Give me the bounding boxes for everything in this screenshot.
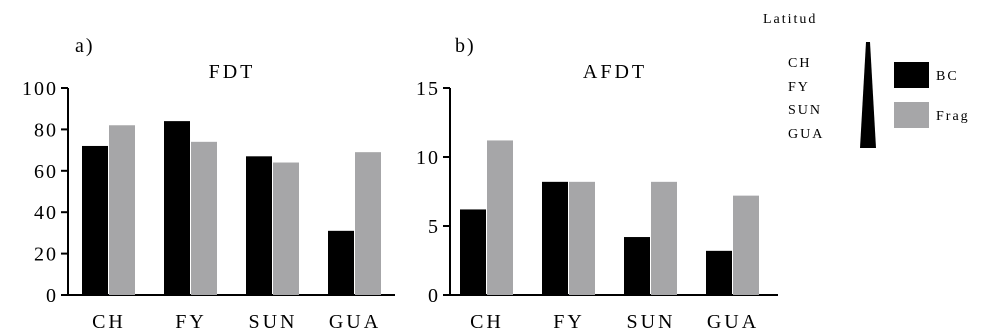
latitude-site-1: FY — [788, 80, 810, 95]
legend-swatch-frag — [894, 102, 929, 128]
panel-b-label: b) — [455, 35, 476, 57]
panel-a-y-ticks: 0 20 40 60 80 100 — [22, 78, 68, 307]
bar-frag-fy — [191, 141, 217, 295]
legend-swatch-bc — [894, 62, 929, 88]
bar-bc-sun — [246, 156, 272, 295]
latitude-key: Latitud CH FY SUN GUA — [763, 12, 876, 148]
legend: BC Frag — [894, 62, 970, 128]
legend-label-frag: Frag — [936, 109, 970, 124]
panel-b-title: AFDT — [583, 61, 647, 83]
panel-a-label: a) — [75, 35, 95, 57]
y-tick-label: 0 — [46, 285, 58, 307]
y-tick-label: 15 — [416, 78, 440, 100]
x-tick-label-gua: GUA — [329, 311, 381, 333]
bar-frag-sun — [651, 181, 677, 295]
bar-frag-gua — [355, 152, 381, 295]
x-tick-label-sun: SUN — [248, 311, 297, 333]
panel-b-x-ticks: CH FY SUN GUA — [470, 311, 759, 333]
bar-bc-ch — [460, 209, 486, 295]
x-tick-label-ch: CH — [470, 311, 504, 333]
panel-a-bars — [82, 121, 381, 296]
panel-a-x-ticks: CH FY SUN GUA — [92, 311, 381, 333]
bar-bc-ch — [82, 145, 108, 295]
y-tick-label: 5 — [428, 216, 440, 238]
latitude-site-0: CH — [788, 56, 811, 71]
bar-bc-fy — [542, 181, 568, 295]
x-tick-label-fy: FY — [175, 311, 207, 333]
latitude-site-3: GUA — [788, 127, 824, 142]
x-tick-label-fy: FY — [553, 311, 585, 333]
y-tick-label: 100 — [22, 78, 58, 100]
panel-a-chart: a) FDT 0 20 40 60 80 100 CH FY SUN GUA — [22, 35, 395, 333]
latitude-site-2: SUN — [788, 103, 822, 118]
y-tick-label: 40 — [34, 202, 58, 224]
latitude-wedge-icon — [860, 42, 876, 148]
bar-bc-sun — [624, 237, 650, 295]
panel-b-chart: b) AFDT 0 5 10 15 CH FY SUN GUA — [416, 35, 778, 333]
bar-frag-sun — [273, 162, 299, 295]
bar-bc-fy — [164, 121, 190, 296]
panel-b-bars — [460, 140, 759, 295]
x-tick-label-ch: CH — [92, 311, 126, 333]
bar-frag-ch — [109, 125, 135, 295]
panel-a-title: FDT — [209, 61, 256, 83]
legend-label-bc: BC — [936, 69, 959, 84]
x-tick-label-gua: GUA — [707, 311, 759, 333]
x-tick-label-sun: SUN — [626, 311, 675, 333]
bar-frag-ch — [487, 140, 513, 295]
panel-b-y-ticks: 0 5 10 15 — [416, 78, 450, 307]
bar-bc-gua — [328, 230, 354, 295]
bar-bc-gua — [706, 250, 732, 295]
y-tick-label: 80 — [34, 119, 58, 141]
y-tick-label: 60 — [34, 161, 58, 183]
y-tick-label: 20 — [34, 244, 58, 266]
latitude-title: Latitud — [763, 12, 817, 27]
y-tick-label: 0 — [428, 285, 440, 307]
y-tick-label: 10 — [416, 147, 440, 169]
bar-frag-gua — [733, 195, 759, 295]
bar-frag-fy — [569, 181, 595, 295]
